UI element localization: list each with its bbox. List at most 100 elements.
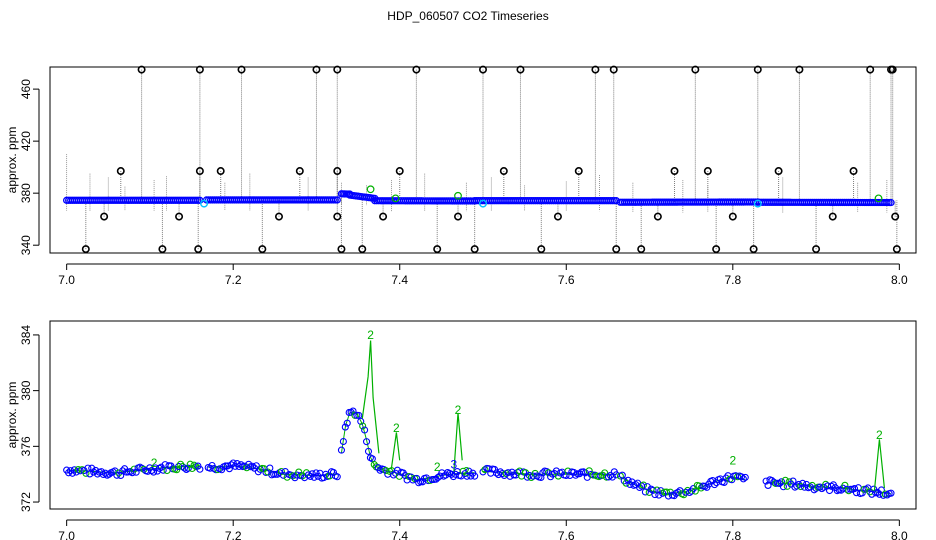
series-point (737, 473, 746, 481)
series-point (649, 486, 657, 494)
spike-label: 2 (434, 460, 441, 474)
outlier-point (774, 167, 783, 176)
outlier-point (337, 245, 346, 254)
series-point (601, 469, 609, 477)
series-point (827, 482, 835, 490)
outlier-point (591, 65, 600, 74)
outlier-point (81, 245, 90, 254)
flagged-point (753, 199, 762, 208)
series-point (728, 476, 736, 484)
x-tick-label: 7.4 (391, 529, 408, 540)
series-point (349, 407, 357, 415)
spike-label: 2 (151, 456, 158, 470)
series-point (252, 462, 260, 470)
outlier-point (433, 245, 442, 254)
series-point (795, 480, 803, 489)
plot-frame (49, 320, 917, 510)
outlier-point (609, 65, 618, 74)
series-point (65, 469, 73, 477)
series-point (825, 486, 834, 495)
spike-label: 2 (455, 403, 462, 417)
series-point (662, 488, 671, 496)
x-tick-label: 7.0 (58, 273, 75, 287)
series-point (359, 422, 367, 430)
series-point (341, 423, 349, 431)
baseline-point (333, 196, 341, 204)
series-point (887, 489, 895, 497)
series-point (128, 469, 136, 477)
series-point (186, 460, 194, 468)
series-point (711, 481, 719, 489)
series-point (289, 472, 297, 480)
series-point (111, 467, 119, 475)
y-axis-label: approx. ppm (5, 127, 19, 194)
green-point (454, 191, 462, 200)
green-point (391, 194, 400, 203)
outlier-point (195, 167, 204, 176)
outlier-point (175, 212, 184, 221)
series-point (180, 464, 188, 472)
green-point (366, 185, 375, 194)
x-tick-label: 7.2 (225, 273, 242, 287)
series-point (471, 472, 479, 480)
series-point (572, 471, 580, 479)
series-point (237, 461, 245, 469)
series-point (585, 467, 593, 475)
outlier-point (712, 245, 721, 254)
series-point (858, 489, 866, 497)
x-tick-label: 7.6 (558, 529, 575, 540)
series-point (481, 466, 489, 474)
series-point (604, 473, 613, 481)
outlier-point (379, 212, 388, 221)
outlier-point (653, 212, 662, 221)
spike-line (361, 340, 380, 454)
series-point (362, 438, 371, 446)
y-tick-label: 384 (19, 325, 33, 345)
x-tick-label: 7.8 (724, 273, 741, 287)
spike-label: 2 (367, 328, 374, 342)
outlier-point (670, 167, 679, 176)
series-point (132, 468, 140, 476)
series-point (651, 491, 659, 499)
y-tick-label: 460 (19, 79, 33, 99)
top-timeseries-panel: 7.0 7.2 7.4 7.6 7.8 8.0 340 380 420 460 approx. pp… (5, 65, 917, 287)
outlier-point (888, 65, 897, 74)
outlier-point (454, 212, 463, 221)
y-tick-label: 340 (19, 235, 33, 255)
outlier-point (312, 65, 321, 74)
series-point (343, 419, 351, 427)
series-point (393, 466, 401, 474)
series-point (304, 471, 312, 479)
inline-label: 3 (451, 457, 458, 471)
series-point (68, 469, 76, 477)
series-point (308, 470, 316, 478)
series-point (624, 476, 632, 484)
outlier-point (728, 212, 737, 221)
outlier-point (866, 65, 875, 74)
series-point (793, 482, 801, 490)
series-point (741, 473, 749, 481)
outlier-point (891, 212, 900, 221)
y-tick-label: 380 (19, 183, 33, 203)
y-tick-label: 380 (19, 380, 33, 400)
series-point (355, 411, 363, 419)
spike-line (390, 432, 401, 469)
outlier-point (537, 245, 546, 254)
series-point (225, 465, 233, 473)
spike-line (453, 412, 463, 472)
series-point (781, 476, 789, 484)
series-point (850, 485, 859, 493)
outlier-point (516, 65, 525, 74)
series-point (310, 473, 318, 481)
series-point (333, 473, 341, 481)
series-point (562, 471, 570, 480)
outlier-point (749, 245, 758, 254)
outlier-point (216, 167, 225, 176)
series-point (779, 483, 787, 491)
outlier-point (828, 212, 837, 221)
x-tick-label: 7.8 (724, 529, 741, 540)
x-tick-label: 7.2 (225, 529, 242, 540)
outlier-point (478, 65, 487, 74)
flagged-point (479, 199, 488, 208)
